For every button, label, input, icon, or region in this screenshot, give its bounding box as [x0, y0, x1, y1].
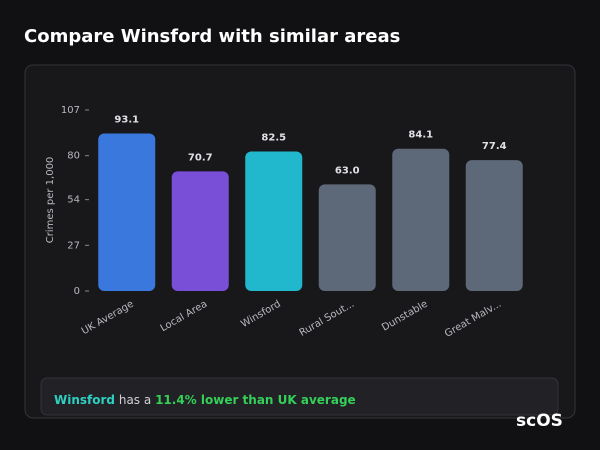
y-tick-label: 54	[67, 195, 80, 206]
summary-text: has a	[119, 393, 151, 407]
bar	[465, 160, 523, 291]
value-label: 77.4	[482, 141, 507, 152]
summary-highlight: 11.4% lower than UK average	[155, 393, 356, 407]
value-label: 82.5	[261, 132, 286, 143]
y-tick-label: 107	[61, 105, 80, 116]
bar	[318, 184, 376, 291]
chart-title: Compare Winsford with similar areas	[24, 26, 400, 47]
value-label: 93.1	[114, 115, 139, 126]
bar	[392, 148, 450, 291]
y-tick-label: 27	[67, 240, 80, 251]
summary-box	[40, 377, 559, 416]
logo: scOS	[516, 411, 563, 431]
y-tick-label: 80	[67, 151, 80, 162]
summary-place: Winsford	[54, 393, 115, 407]
bar	[245, 151, 303, 291]
bar	[98, 133, 156, 291]
y-axis-label: Crimes per 1,000	[45, 157, 56, 244]
value-label: 84.1	[408, 130, 433, 141]
summary: Winsford has a 11.4% lower than UK avera…	[54, 393, 356, 407]
y-tick-label: 0	[74, 286, 80, 297]
value-label: 70.7	[188, 152, 213, 163]
value-label: 63.0	[335, 165, 360, 176]
bar	[171, 171, 229, 291]
